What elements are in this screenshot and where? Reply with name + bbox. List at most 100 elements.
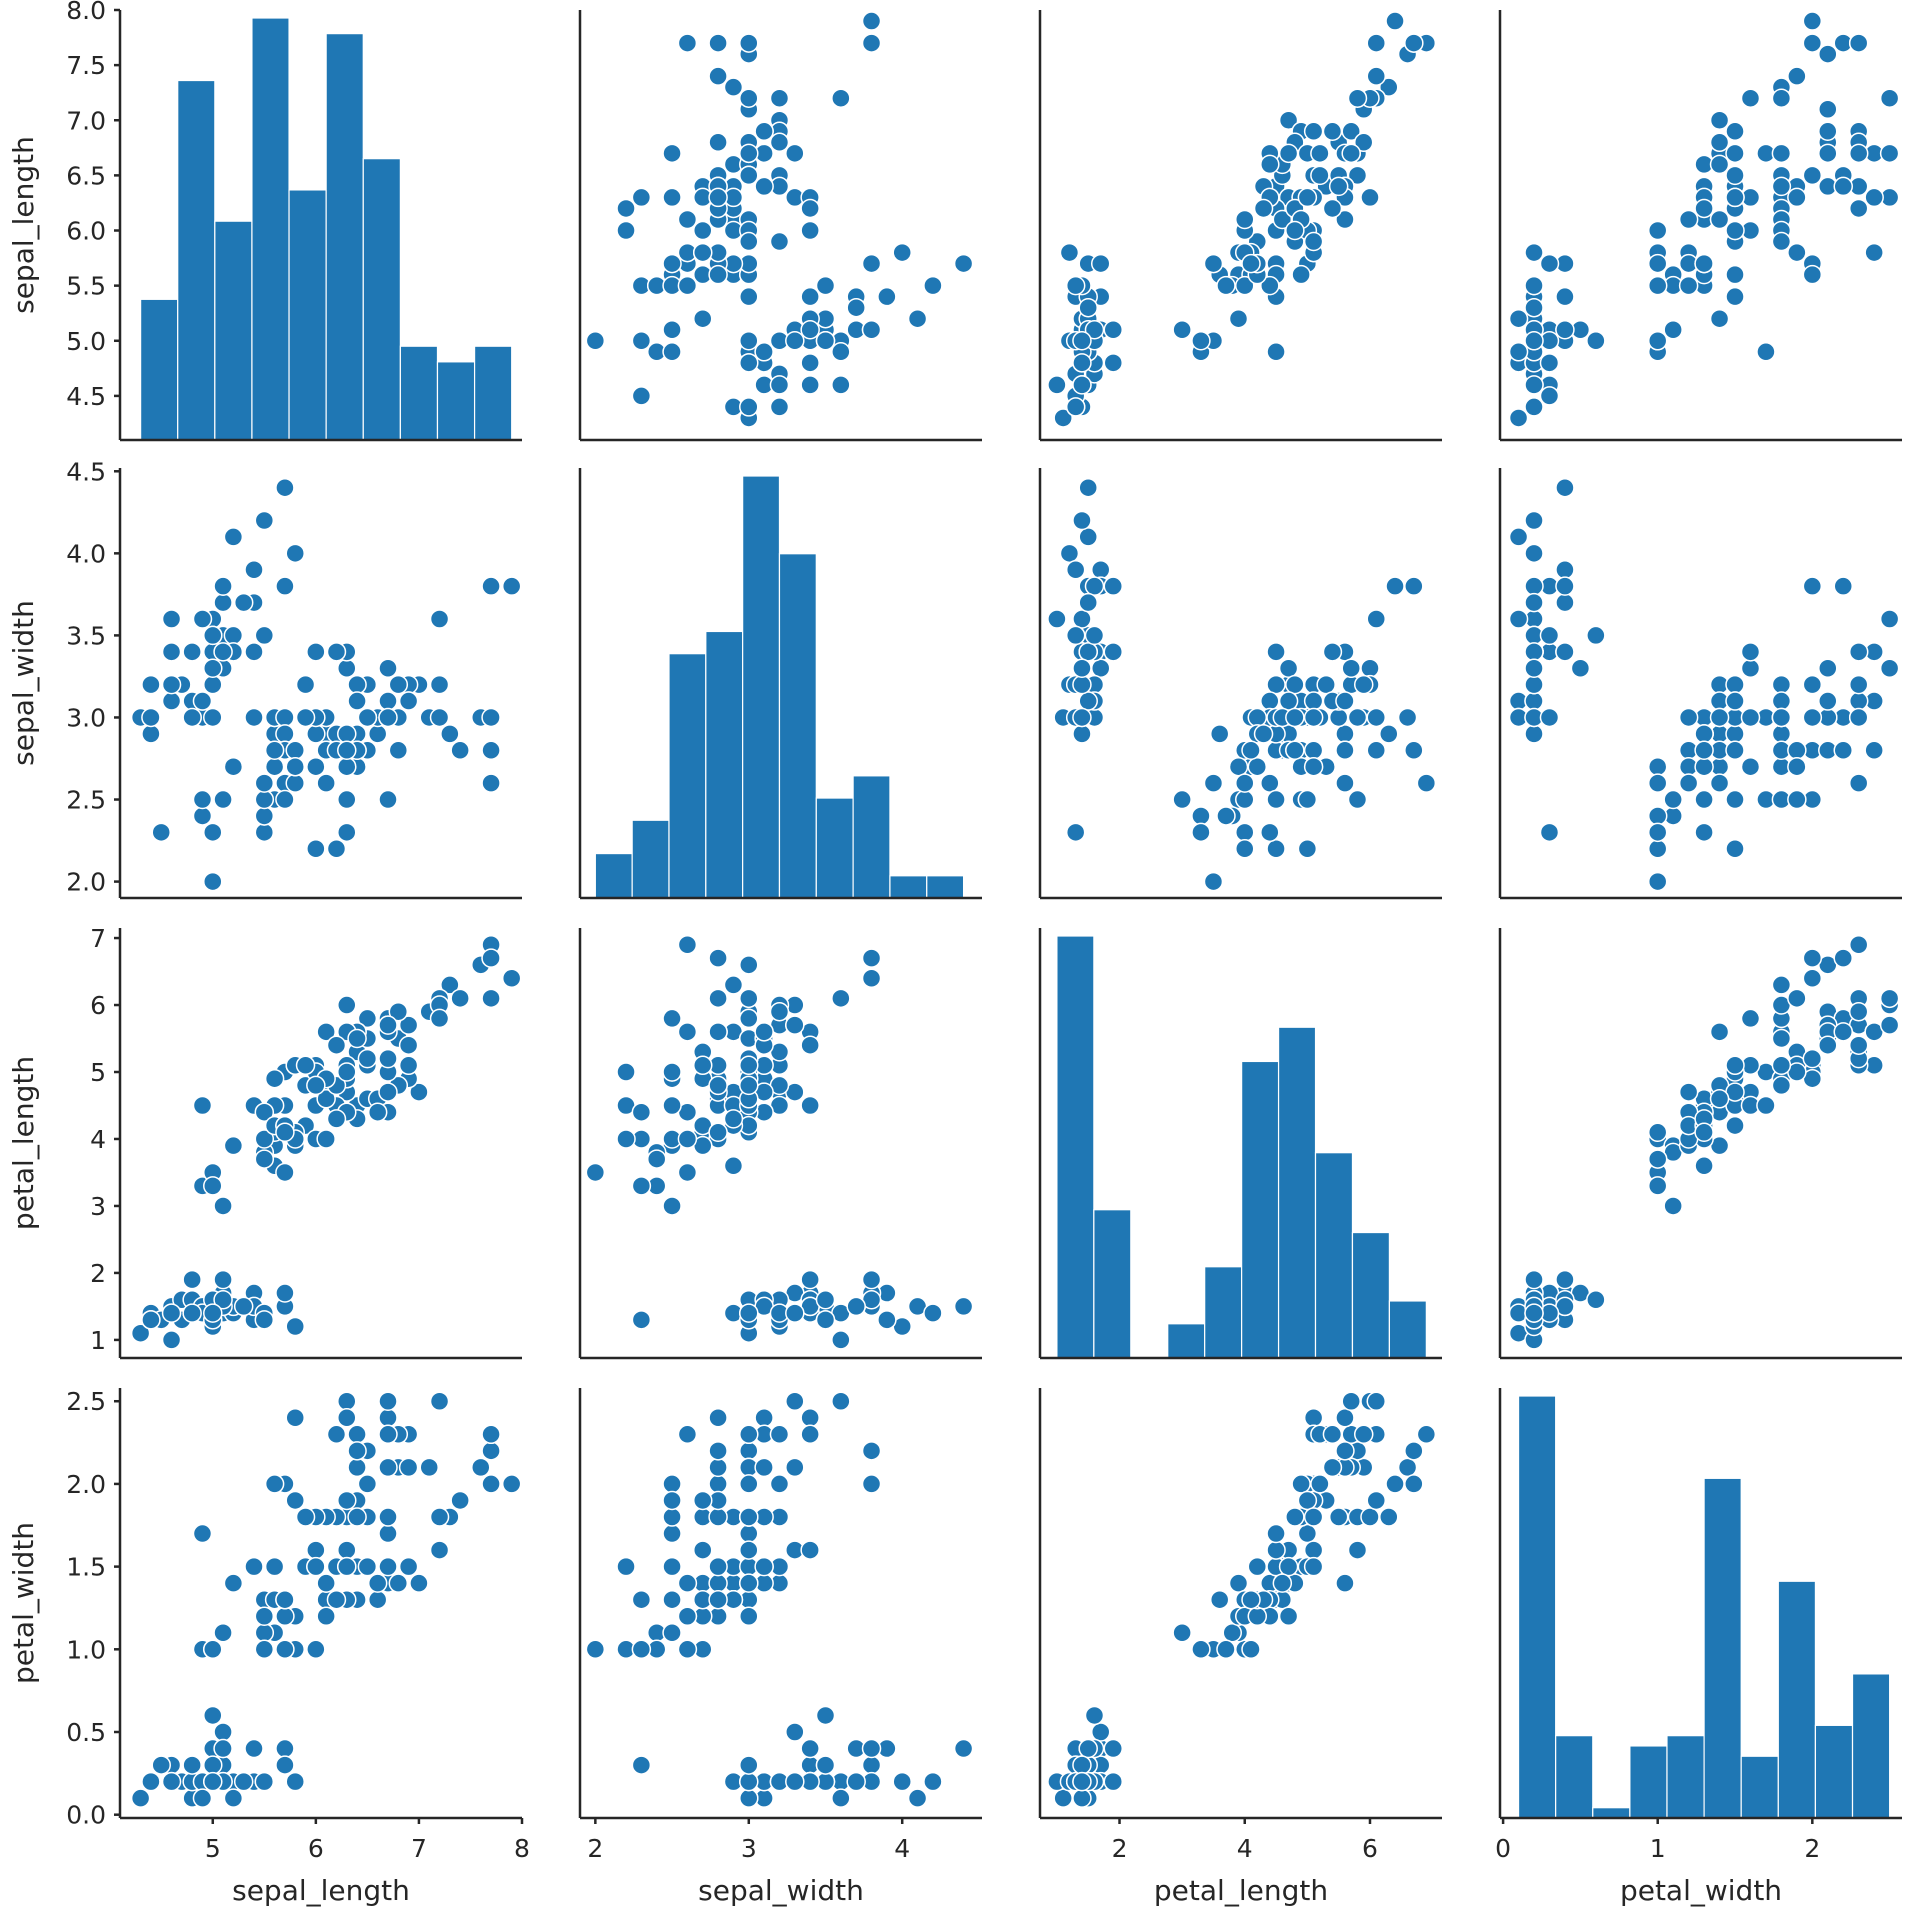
scatter-point: [192, 691, 213, 711]
scatter-point: [275, 1283, 295, 1303]
panel-sepal_width-vs-petal_length: [1038, 468, 1442, 900]
scatter-point: [785, 1457, 805, 1478]
scatter-point: [831, 1391, 851, 1411]
y-tick-label: 7.5: [66, 51, 106, 80]
scatter-point: [1260, 154, 1280, 175]
scatter-point: [398, 1035, 419, 1055]
scatter-point: [203, 822, 223, 843]
scatter-point: [450, 740, 470, 761]
scatter-point: [662, 1095, 682, 1116]
scatter-point: [1172, 319, 1192, 340]
scatter-point: [1072, 331, 1092, 351]
hist-bar: [362, 158, 401, 441]
scatter-point: [785, 331, 805, 351]
scatter-point: [254, 773, 275, 793]
scatter-point: [1524, 397, 1544, 417]
scatter-point: [1555, 592, 1575, 613]
scatter-point: [130, 1323, 151, 1343]
scatter-point: [785, 1015, 805, 1035]
scatter-point: [1397, 707, 1418, 728]
scatter-point: [1072, 510, 1092, 531]
scatter-point: [739, 231, 759, 252]
scatter-point: [316, 1606, 336, 1626]
scatter-point: [1404, 740, 1424, 761]
scatter-point: [1740, 642, 1761, 662]
scatter-point: [1090, 253, 1111, 274]
scatter-point: [1272, 1573, 1293, 1593]
scatter-point: [337, 1556, 357, 1577]
scatter-point: [1285, 1507, 1305, 1527]
scatter-point: [1203, 253, 1224, 274]
scatter-point: [1539, 707, 1560, 728]
scatter-point: [161, 1771, 182, 1792]
scatter-point: [203, 1176, 223, 1196]
scatter-point: [1771, 1075, 1792, 1096]
scatter-point: [1524, 642, 1544, 662]
scatter-point: [1303, 691, 1324, 711]
scatter-point: [739, 353, 759, 373]
scatter-point: [1059, 242, 1080, 263]
scatter-point: [213, 1269, 233, 1290]
scatter-point: [739, 165, 759, 186]
scatter-point: [1647, 1176, 1668, 1196]
scatter-point: [419, 1457, 439, 1478]
scatter-point: [708, 1474, 728, 1494]
hist-bar: [1204, 1266, 1243, 1359]
scatter-point: [378, 1391, 398, 1411]
scatter-point: [739, 286, 759, 307]
scatter-point: [739, 33, 759, 53]
scatter-point: [1879, 988, 1900, 1009]
scatter-point: [1508, 527, 1529, 547]
scatter-point: [161, 691, 182, 711]
scatter-point: [1241, 253, 1261, 274]
scatter-point: [213, 1196, 233, 1216]
scatter-point: [754, 342, 774, 362]
scatter-point: [1272, 209, 1293, 230]
scatter-point: [1366, 609, 1387, 629]
scatter-point: [1328, 707, 1349, 728]
scatter-point: [192, 806, 213, 826]
scatter-point: [1833, 740, 1853, 761]
x-tick-label: 2: [1804, 1834, 1820, 1863]
scatter-point: [264, 740, 285, 761]
scatter-point: [203, 1771, 223, 1792]
scatter-point: [1524, 1303, 1544, 1323]
scatter-point: [1335, 1441, 1355, 1461]
scatter-point: [254, 1771, 275, 1792]
scatter-point: [800, 319, 820, 340]
scatter-point: [1524, 724, 1544, 744]
scatter-point: [754, 1556, 774, 1577]
scatter-point: [429, 674, 450, 695]
scatter-point: [275, 1122, 295, 1143]
scatter-point: [244, 1738, 264, 1759]
scatter-point: [357, 1556, 378, 1577]
scatter-point: [708, 1075, 728, 1096]
scatter-point: [754, 1022, 774, 1042]
scatter-point: [631, 1639, 652, 1660]
scatter-point: [1328, 1507, 1349, 1527]
scatter-point: [1709, 1022, 1730, 1042]
scatter-point: [1222, 1623, 1242, 1643]
scatter-point: [378, 658, 398, 678]
scatter-point: [151, 822, 171, 843]
scatter-point: [1524, 297, 1544, 318]
panel-petal_width-vs-petal_length: [1038, 1388, 1442, 1820]
scatter-point: [723, 77, 744, 97]
scatter-point: [285, 773, 305, 793]
x-tick-label: 5: [205, 1834, 221, 1863]
y-tick-label: 6.0: [66, 217, 106, 246]
scatter-point: [1303, 1556, 1324, 1577]
scatter-point: [907, 308, 928, 329]
scatter-point: [275, 789, 295, 810]
scatter-point: [1291, 1474, 1311, 1494]
scatter-point: [953, 1738, 974, 1759]
scatter-point: [1787, 242, 1807, 263]
scatter-point: [739, 1474, 759, 1494]
scatter-point: [378, 1507, 398, 1527]
x-tick-label: 4: [894, 1834, 910, 1863]
scatter-point: [1297, 187, 1318, 208]
scatter-point: [316, 773, 336, 793]
scatter-point: [1787, 988, 1807, 1009]
scatter-point: [616, 198, 636, 219]
scatter-point: [223, 1788, 244, 1808]
